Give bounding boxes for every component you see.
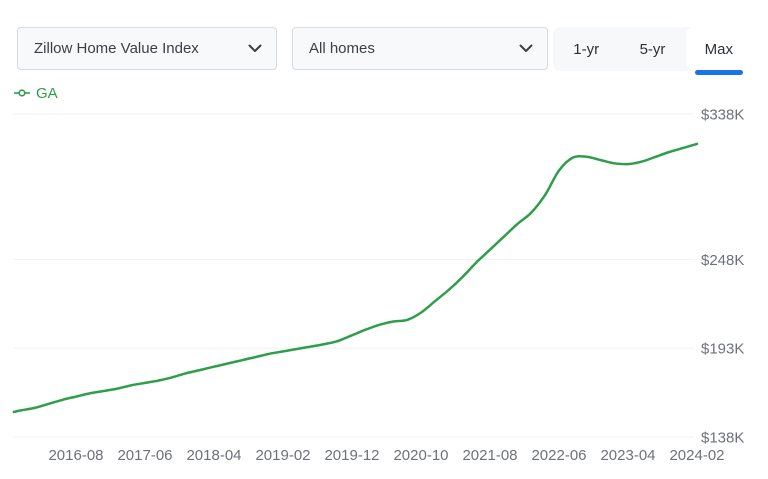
series-line-GA (12, 142, 699, 414)
x-tick-label: 2019-02 (255, 447, 310, 464)
x-tick-label: 2023-04 (600, 447, 655, 464)
x-tick-label: 2024-02 (669, 447, 724, 464)
chevron-down-icon (519, 44, 533, 53)
home-type-dropdown-value: All homes (309, 40, 375, 57)
metric-dropdown-value: Zillow Home Value Index (34, 40, 199, 57)
y-tick-label: $193K (701, 341, 744, 358)
y-tick-label: $138K (701, 430, 744, 447)
line-chart-canvas[interactable]: $338K $248K $193K $138K 2016-08 2017-06 2018-0… (0, 100, 768, 479)
x-tick-label: 2021-08 (462, 447, 517, 464)
x-tick-label: 2020-10 (393, 447, 448, 464)
x-tick-label: 2019-12 (324, 447, 379, 464)
x-tick-label: 2016-08 (48, 447, 103, 464)
home-type-dropdown[interactable]: All homes (292, 27, 548, 70)
y-tick-label: $248K (701, 252, 744, 269)
range-tabs: 1-yr 5-yr Max (553, 27, 752, 75)
tab-5yr[interactable]: 5-yr (619, 27, 685, 71)
x-tick-label: 2018-04 (186, 447, 241, 464)
metric-dropdown[interactable]: Zillow Home Value Index (17, 27, 277, 70)
chevron-down-icon (248, 44, 262, 53)
x-tick-label: 2022-06 (531, 447, 586, 464)
y-tick-label: $338K (701, 107, 744, 124)
tab-1yr[interactable]: 1-yr (553, 27, 619, 71)
series-line-dot-icon (14, 88, 30, 98)
tab-max[interactable]: Max (685, 27, 752, 75)
chart-legend: GA (14, 84, 58, 102)
x-tick-label: 2017-06 (117, 447, 172, 464)
series-label: GA (36, 84, 58, 102)
